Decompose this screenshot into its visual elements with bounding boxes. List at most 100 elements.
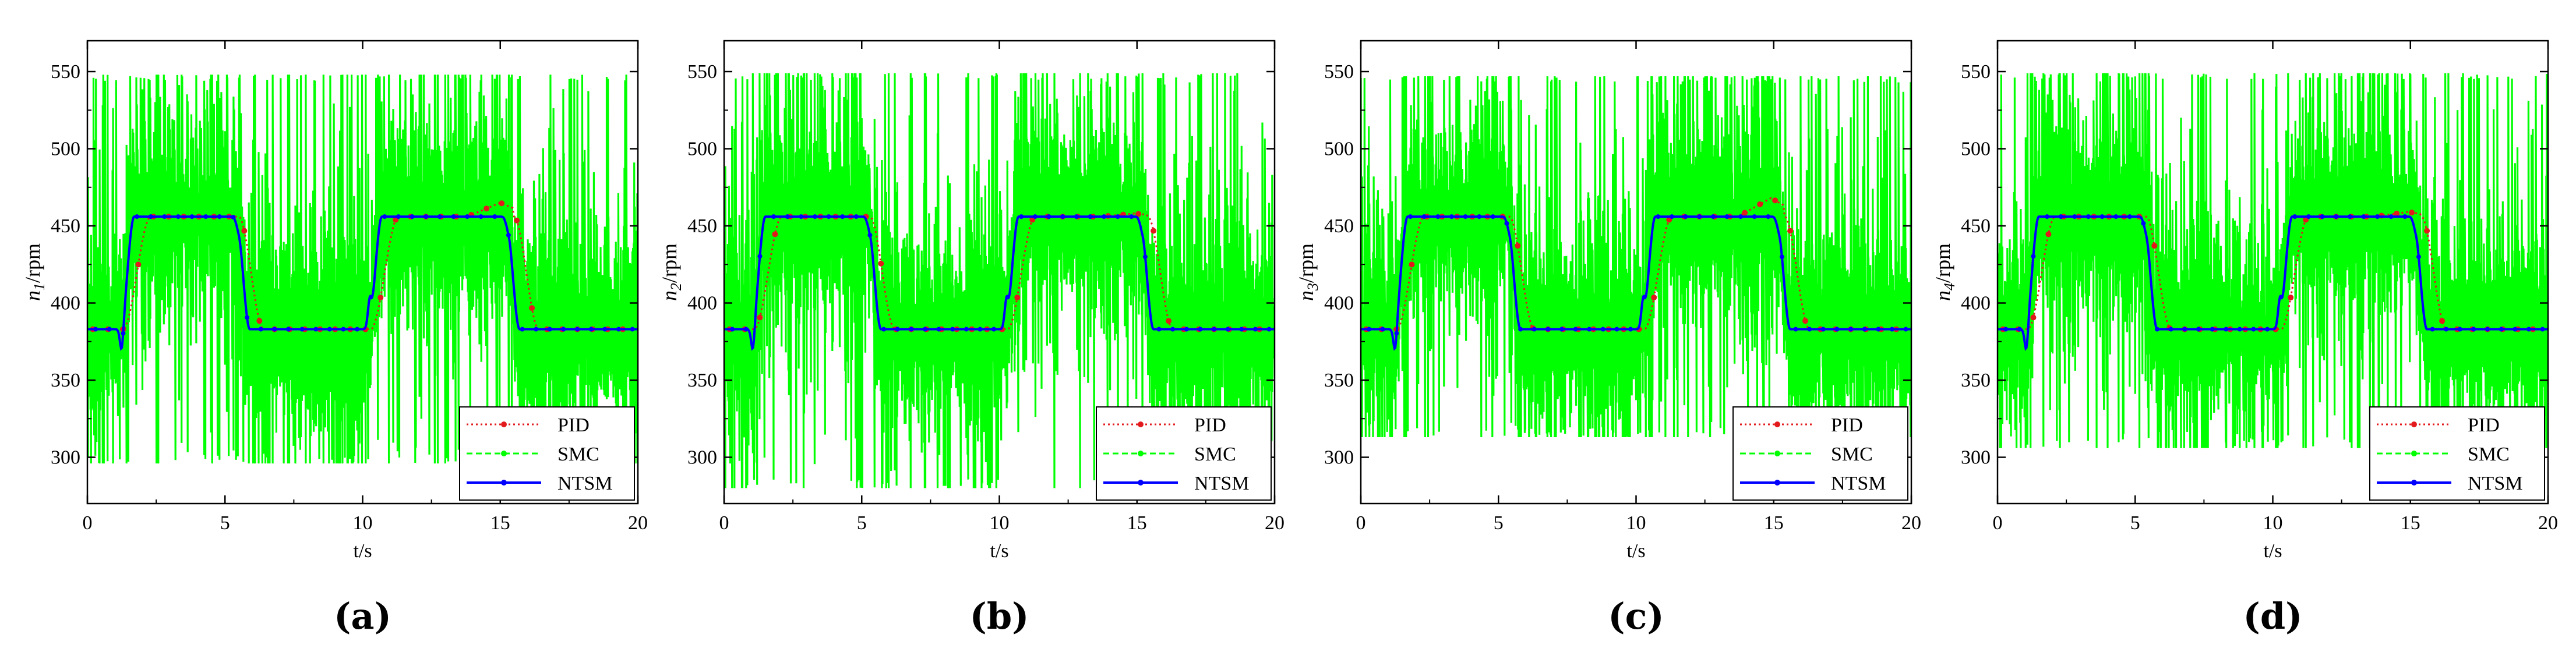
legend-marker-smc xyxy=(1138,451,1144,456)
series-smc-line xyxy=(87,75,638,464)
ntsm-marker xyxy=(964,327,969,332)
legend-label-pid: PID xyxy=(1194,414,1226,436)
ntsm-marker xyxy=(2003,327,2009,332)
y-tick-label: 400 xyxy=(687,293,717,314)
y-tick-label: 400 xyxy=(1961,293,1991,314)
ntsm-marker xyxy=(1088,214,1093,219)
legend-label-smc: SMC xyxy=(2468,444,2510,465)
ntsm-marker xyxy=(1518,327,1523,332)
legend-marker-ntsm xyxy=(1774,480,1780,486)
pid-marker xyxy=(2045,231,2052,238)
ntsm-marker xyxy=(1573,327,1578,332)
ntsm-marker xyxy=(1807,327,1812,332)
ntsm-marker xyxy=(2278,295,2284,300)
x-tick-label: 20 xyxy=(1265,512,1285,534)
ntsm-marker xyxy=(812,214,817,219)
x-tick-label: 20 xyxy=(2538,512,2558,534)
y-label-symbol: n xyxy=(658,290,681,301)
ntsm-marker xyxy=(826,214,831,219)
y-tick-label: 450 xyxy=(687,215,717,237)
y-tick-label: 500 xyxy=(1961,139,1991,160)
ntsm-marker xyxy=(217,214,222,219)
plot-area xyxy=(87,75,638,464)
ntsm-marker xyxy=(245,315,250,320)
y-tick-label: 350 xyxy=(1324,370,1354,391)
ntsm-marker xyxy=(991,327,997,332)
ntsm-marker xyxy=(2457,327,2462,332)
ntsm-marker xyxy=(1115,214,1120,219)
ntsm-marker xyxy=(520,327,525,332)
ntsm-marker xyxy=(2210,327,2215,332)
pid-marker xyxy=(256,318,263,324)
legend: PID SMC NTSM xyxy=(1732,406,1908,501)
pid-marker xyxy=(1742,210,1748,216)
panel-label-letter: a xyxy=(351,595,374,637)
ntsm-marker xyxy=(936,327,941,332)
legend-label-ntsm: NTSM xyxy=(1194,473,1249,494)
y-label-unit: /rpm xyxy=(1294,243,1318,283)
ntsm-marker xyxy=(1903,327,1908,332)
ntsm-marker xyxy=(575,327,580,332)
ntsm-marker xyxy=(1477,214,1482,219)
ntsm-marker xyxy=(93,327,98,332)
ntsm-marker xyxy=(396,214,401,219)
panel-label-close: ) xyxy=(2285,595,2302,637)
ntsm-marker xyxy=(121,331,126,336)
y-tick-label: 400 xyxy=(51,293,80,314)
panel-label-close: ) xyxy=(1647,595,1664,637)
panel-label-close: ) xyxy=(1012,595,1029,637)
ntsm-marker xyxy=(1669,214,1674,219)
ntsm-marker xyxy=(1060,214,1065,219)
ntsm-marker xyxy=(2141,221,2146,226)
legend-marker-pid xyxy=(501,421,507,427)
x-tick-label: 0 xyxy=(1993,512,2003,534)
y-label-symbol: n xyxy=(1294,290,1318,301)
x-tick-label: 0 xyxy=(719,512,729,534)
ntsm-marker xyxy=(492,214,497,219)
ntsm-marker xyxy=(1889,327,1894,332)
ntsm-marker xyxy=(2471,327,2476,332)
pid-marker xyxy=(2439,318,2446,324)
ntsm-marker xyxy=(2320,214,2325,219)
ntsm-marker xyxy=(2375,214,2380,219)
ntsm-marker xyxy=(341,327,346,332)
ntsm-marker xyxy=(853,214,859,219)
x-tick-label: 10 xyxy=(990,512,1010,534)
ntsm-marker xyxy=(1642,295,1647,300)
ntsm-marker xyxy=(2031,254,2036,259)
ntsm-marker xyxy=(162,214,167,219)
ntsm-marker xyxy=(2540,327,2545,332)
ntsm-marker xyxy=(465,214,470,219)
ntsm-marker xyxy=(2265,327,2270,332)
y-tick-label: 450 xyxy=(1961,215,1991,237)
legend-marker-pid xyxy=(1138,421,1144,427)
legend-marker-ntsm xyxy=(1138,480,1144,486)
ntsm-marker xyxy=(1656,214,1661,219)
ntsm-marker xyxy=(1532,327,1537,332)
ntsm-marker xyxy=(588,327,594,332)
x-tick-label: 20 xyxy=(628,512,648,534)
ntsm-marker xyxy=(1683,214,1688,219)
panel-label-close: ) xyxy=(375,595,391,637)
ntsm-marker xyxy=(867,232,873,238)
ntsm-marker xyxy=(1156,327,1162,332)
ntsm-marker xyxy=(506,232,511,238)
x-tick-label: 10 xyxy=(1626,512,1646,534)
y-tick-label: 300 xyxy=(687,447,717,469)
panel-label: (a) xyxy=(334,595,391,637)
y-tick-label: 300 xyxy=(1324,447,1354,469)
ntsm-marker xyxy=(2485,327,2490,332)
legend-label-ntsm: NTSM xyxy=(2468,473,2522,494)
ntsm-marker xyxy=(1614,327,1619,332)
pid-marker xyxy=(772,231,778,238)
x-tick-label: 10 xyxy=(353,512,373,534)
ntsm-marker xyxy=(978,327,983,332)
ntsm-marker xyxy=(231,215,236,220)
ntsm-marker xyxy=(424,214,429,219)
ntsm-marker xyxy=(203,214,209,219)
ntsm-marker xyxy=(1752,214,1757,219)
x-tick-label: 5 xyxy=(857,512,867,534)
ntsm-marker xyxy=(730,327,735,332)
pid-marker xyxy=(135,261,142,268)
